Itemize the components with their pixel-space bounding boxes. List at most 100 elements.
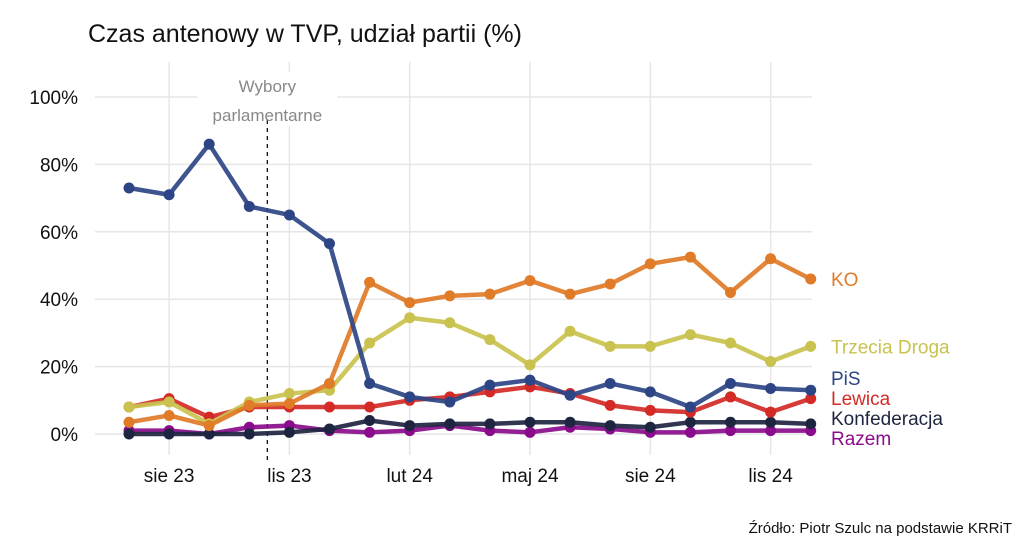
data-point [644,421,656,433]
series-label: PiS [831,369,861,390]
data-point [644,258,656,270]
data-point [805,418,817,430]
annotation-background [197,72,338,126]
data-point [684,401,696,413]
data-point [604,377,616,389]
data-point [564,325,576,337]
y-tick-label: 100% [29,88,78,109]
y-tick-label: 20% [40,358,78,379]
series-line-razem [129,423,811,437]
annotation-label: parlamentarne [213,106,323,125]
data-point [364,426,376,438]
data-point [283,398,295,410]
data-point [364,401,376,413]
data-point [604,420,616,432]
data-point [283,388,295,400]
y-tick-label: 80% [40,155,78,176]
data-point [283,426,295,438]
data-point [604,278,616,290]
data-point [364,377,376,389]
data-point [644,340,656,352]
data-point [765,253,777,265]
x-tick-label: maj 24 [501,466,558,487]
data-point [243,399,255,411]
data-point [243,201,255,213]
x-tick-label: lis 24 [748,466,793,487]
data-point [564,389,576,401]
data-point [404,420,416,432]
data-point [243,428,255,440]
data-point [283,209,295,221]
data-point [163,396,175,408]
series-label: Konfederacja [831,409,943,430]
data-point [524,426,536,438]
data-point [644,386,656,398]
series-label: Razem [831,429,891,450]
data-point [123,182,135,194]
data-point [805,384,817,396]
data-point [484,288,496,300]
data-point [404,312,416,324]
data-point [725,416,736,428]
data-point [765,356,777,368]
data-point [404,391,416,403]
data-point [524,416,536,428]
data-point [725,391,736,403]
data-point [203,138,215,150]
data-point [203,428,215,440]
data-point [484,418,496,430]
data-point [444,418,456,430]
data-point [524,275,536,287]
y-tick-label: 40% [40,290,78,311]
data-point [364,337,376,349]
data-point [524,359,536,371]
data-point [725,286,736,298]
series-line-ko [128,254,812,428]
data-point [364,415,376,427]
data-point [644,404,656,416]
x-tick-label: sie 23 [144,466,195,487]
data-point [123,416,135,428]
data-point [444,290,456,302]
data-point [765,416,777,428]
series-line-trzecia-droga [128,315,812,427]
data-point [404,297,416,309]
data-point [765,406,777,418]
annotation-label: Wybory [239,77,297,96]
data-point [484,334,496,346]
data-point [684,329,696,341]
data-point [604,340,616,352]
data-point [324,238,335,250]
series-line-konfederacja [129,418,811,437]
data-point [725,425,736,437]
data-point [364,276,376,288]
series-line-pis [128,141,811,410]
x-tick-label: lut 24 [386,466,433,487]
data-point [123,428,135,440]
data-point [324,401,335,413]
data-point [123,401,135,413]
data-point [725,377,736,389]
data-point [444,396,456,408]
series-label: KO [831,270,858,291]
chart-title: Czas antenowy w TVP, udział partii (%) [88,20,522,48]
data-point [324,377,335,389]
data-point [524,374,536,386]
data-point [684,426,696,438]
series-label: Lewica [831,389,891,410]
series-label: Trzecia Droga [831,337,950,358]
data-point [564,416,576,428]
x-tick-label: sie 24 [625,466,676,487]
data-point [324,423,335,435]
data-point [805,393,817,405]
data-point [163,428,175,440]
data-point [163,409,175,421]
data-point [805,340,817,352]
data-point [484,379,496,391]
data-point [203,420,215,432]
data-point [604,399,616,411]
data-point [564,288,576,300]
data-point [765,383,777,395]
data-point [163,189,175,201]
